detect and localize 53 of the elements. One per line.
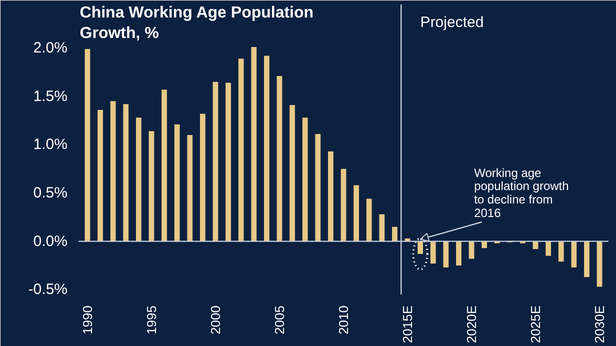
x-tick-label: 2005 (272, 306, 287, 334)
bar (315, 134, 321, 242)
ref-line-label: Projected (420, 14, 484, 32)
annotation: Working age population growth to decline from 2016 (474, 166, 569, 220)
bar (456, 241, 462, 266)
bar (84, 48, 90, 242)
bar (482, 241, 488, 248)
bar (174, 124, 180, 242)
x-tick-label: 2025E (528, 305, 544, 344)
bar (226, 82, 231, 242)
y-tick-label: 0.0% (33, 232, 68, 250)
bar (584, 241, 590, 278)
bar (443, 241, 449, 268)
bar (354, 185, 359, 242)
bar (430, 241, 436, 264)
y-tick-label: 0.5% (33, 184, 68, 202)
x-tick-label: 2010 (336, 306, 351, 334)
bar (148, 131, 154, 242)
bar (366, 198, 372, 242)
bar (212, 82, 218, 242)
bar (123, 104, 129, 242)
bar (571, 241, 577, 268)
x-tick-label: 2020E (464, 305, 480, 344)
bar (328, 151, 334, 242)
x-tick-label: 1990 (80, 306, 95, 334)
bar (276, 76, 282, 242)
bar (187, 135, 193, 242)
x-tick-label: 2015E (400, 305, 416, 344)
bar (379, 214, 385, 242)
bar (290, 105, 295, 242)
bar (596, 241, 602, 287)
y-tick-label: -0.5% (28, 281, 68, 298)
y-tick-label: 2.0% (33, 40, 68, 56)
text: China Working Age Population Growth, % (80, 4, 314, 42)
bar (238, 58, 244, 242)
bar (110, 101, 116, 242)
bar (136, 118, 142, 242)
bar (392, 226, 398, 242)
x-tick-label: 2000 (208, 306, 223, 334)
bar (546, 241, 552, 256)
bar (302, 118, 308, 242)
x-tick-label: 1995 (144, 306, 159, 334)
bar (264, 56, 270, 242)
bar (558, 241, 564, 262)
y-tick-label: 1.5% (33, 88, 68, 105)
bar (200, 114, 206, 242)
y-tick-label: 1.0% (33, 136, 68, 154)
bar (162, 90, 167, 242)
bar (98, 110, 103, 242)
bar (340, 168, 346, 242)
x-tick-label: 2030E (592, 305, 608, 344)
bar (418, 241, 423, 254)
bar (251, 47, 257, 242)
